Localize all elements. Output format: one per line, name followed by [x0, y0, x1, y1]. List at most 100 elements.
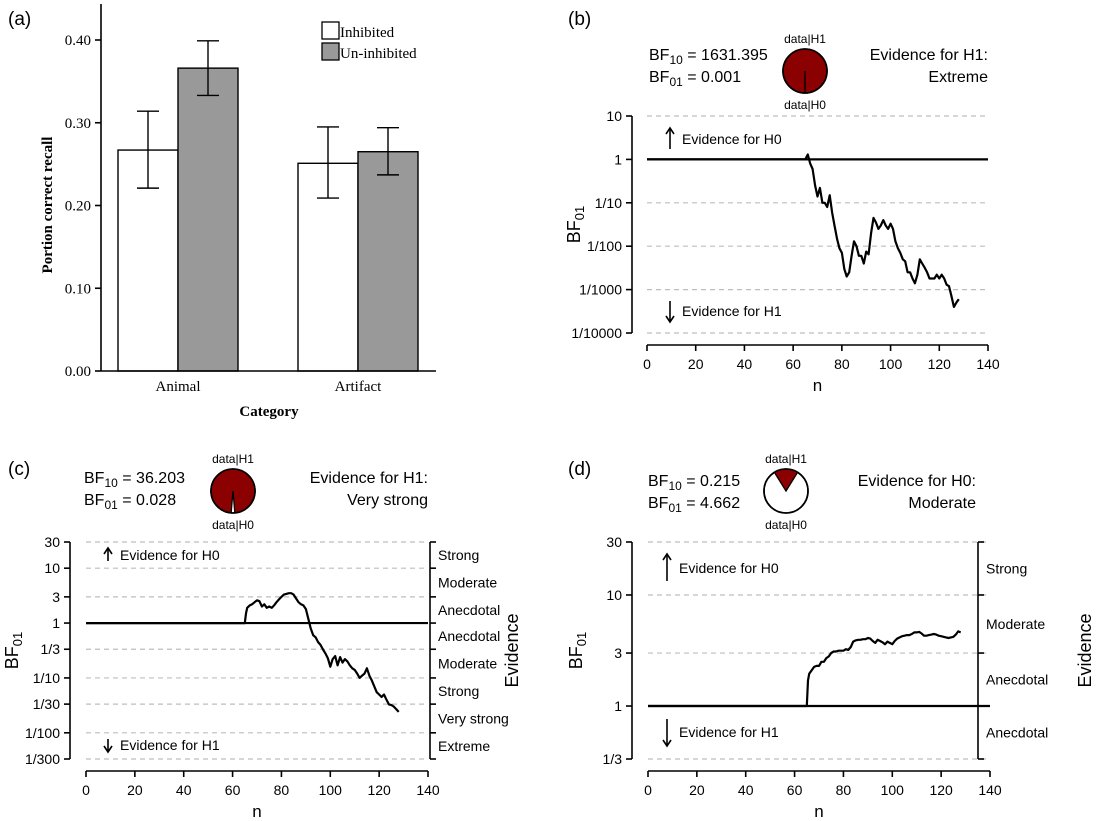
- svg-text:Evidence for H1: Evidence for H1: [679, 724, 779, 740]
- y-tick-label: 1: [52, 615, 60, 631]
- pie-label-top: data|H1: [212, 452, 254, 466]
- panel-label-a: (a): [8, 9, 31, 30]
- evidence-pie-c: data|H1 data|H0: [210, 452, 256, 532]
- x-tick-label: 140: [976, 356, 1000, 372]
- y-axis-title: BF01: [566, 632, 589, 669]
- evidence-band-label: Anecdotal: [438, 628, 500, 644]
- x-tick-label: 0: [82, 782, 90, 798]
- x-tick-label: 40: [176, 782, 192, 798]
- evidence-heading: Evidence for H0:: [858, 473, 976, 490]
- y-tick-label: 1: [614, 698, 622, 714]
- evidence-category: Very strong: [347, 492, 428, 509]
- panel-label-d: (d): [568, 459, 591, 480]
- pie-label-bottom: data|H0: [765, 518, 807, 532]
- x-tick-label: 140: [978, 782, 1002, 798]
- legend-label-inhibited: Inhibited: [340, 25, 395, 41]
- y-axis-title-a: Portion correct recall: [40, 137, 56, 274]
- pie-label-bottom: data|H0: [784, 98, 826, 112]
- panel-label-c: (c): [8, 459, 30, 480]
- y-tick-label: 30: [606, 534, 622, 550]
- x-tick-label: 20: [127, 782, 143, 798]
- y-tick-label: 1/3: [603, 751, 623, 767]
- y-tick-label-a: 0.40: [65, 33, 91, 49]
- x-tick-label: 40: [737, 356, 753, 372]
- evidence-category: Extreme: [928, 69, 988, 86]
- svg-text:Evidence for H0: Evidence for H0: [120, 547, 220, 563]
- evidence-category: Moderate: [908, 495, 976, 512]
- x-tick-label: 20: [689, 782, 705, 798]
- y-tick-label: 10: [44, 560, 60, 576]
- bf10-text: BF10 = 36.203: [84, 470, 185, 490]
- x-axis-title-a: Category: [239, 404, 299, 420]
- x-tick-label: 0: [643, 356, 651, 372]
- y-tick-label: 1/10: [595, 195, 622, 211]
- annotation-h0: Evidence for H0: [665, 126, 782, 149]
- x-tick-label: 100: [319, 782, 343, 798]
- legend-label-uninhibited: Un-inhibited: [340, 46, 417, 62]
- bf10-text: BF10 = 0.215: [648, 473, 740, 493]
- error-bar: [377, 127, 399, 176]
- y-axis-title: BF01: [2, 632, 25, 669]
- legend-swatch-inhibited: [321, 21, 340, 40]
- x-tick-label: 80: [836, 782, 852, 798]
- y-tick-label: 10: [606, 108, 622, 124]
- svg-text:Evidence for H0: Evidence for H0: [679, 560, 779, 576]
- bf01-text: BF01 = 0.028: [84, 492, 176, 512]
- x-tick-label: 120: [367, 782, 391, 798]
- panel-a-bar-chart: (a) 0.00 0.10 0.20 0.30 0.40 Portion correct…: [8, 4, 436, 420]
- evidence-band-label: Anecdotal: [438, 602, 500, 618]
- y-tick-label: 1: [614, 151, 622, 167]
- y-tick-label: 1/10000: [571, 325, 622, 341]
- bf-sequential-curve: [86, 592, 400, 713]
- annotation-h1: Evidence for H1: [662, 719, 779, 748]
- y-tick-label: 3: [614, 645, 622, 661]
- x-tick-label: 60: [787, 782, 803, 798]
- y-tick-label: 1/100: [587, 238, 622, 254]
- svg-text:Evidence for H0: Evidence for H0: [682, 131, 782, 147]
- x-tick-label: 60: [785, 356, 801, 372]
- evidence-band-label: Moderate: [986, 616, 1045, 632]
- bar-un-inhibited-animal: [177, 67, 239, 372]
- x-tick-label: 60: [225, 782, 241, 798]
- legend-swatch-uninhibited: [321, 42, 340, 61]
- x-tick-label-animal: Animal: [156, 379, 201, 395]
- annotation-h0: Evidence for H0: [103, 546, 220, 563]
- annotation-h0: Evidence for H0: [662, 552, 779, 581]
- y-tick-label: 30: [44, 534, 60, 550]
- y-tick-label: 1/300: [25, 751, 60, 767]
- svg-text:Evidence for H1: Evidence for H1: [682, 303, 782, 319]
- annotation-h1: Evidence for H1: [103, 737, 220, 754]
- evidence-band-label: Moderate: [438, 656, 497, 672]
- pie-label-top: data|H1: [765, 452, 807, 466]
- evidence-pie-d: data|H1 data|H0: [763, 452, 809, 532]
- evidence-heading: Evidence for H1:: [310, 470, 428, 487]
- bf-sequential-curve: [647, 153, 960, 308]
- bf-sequential-curve: [648, 630, 962, 708]
- evidence-heading: Evidence for H1:: [870, 47, 988, 64]
- x-axis-title: n: [814, 802, 823, 821]
- evidence-band-label: Anecdotal: [986, 725, 1048, 741]
- x-tick-label: 120: [928, 356, 952, 372]
- error-bar: [197, 40, 219, 97]
- y-tick-label-a: 0.20: [65, 199, 91, 215]
- right-axis-title: Evidence: [502, 613, 522, 687]
- evidence-band-label: Strong: [986, 560, 1027, 576]
- evidence-pie-b: data|H1 data|H0: [782, 32, 828, 112]
- y-tick-label: 3: [52, 589, 60, 605]
- pie-label-bottom: data|H0: [212, 518, 254, 532]
- annotation-h1: Evidence for H1: [665, 301, 782, 324]
- bf01-text: BF01 = 0.001: [649, 69, 741, 89]
- x-tick-label-artifact: Artifact: [335, 379, 382, 395]
- evidence-band-label: Strong: [438, 683, 479, 699]
- bf10-text: BF10 = 1631.395: [649, 47, 768, 67]
- x-tick-label: 140: [416, 782, 440, 798]
- y-tick-label-a: 0.30: [65, 116, 91, 132]
- x-tick-label: 80: [274, 782, 290, 798]
